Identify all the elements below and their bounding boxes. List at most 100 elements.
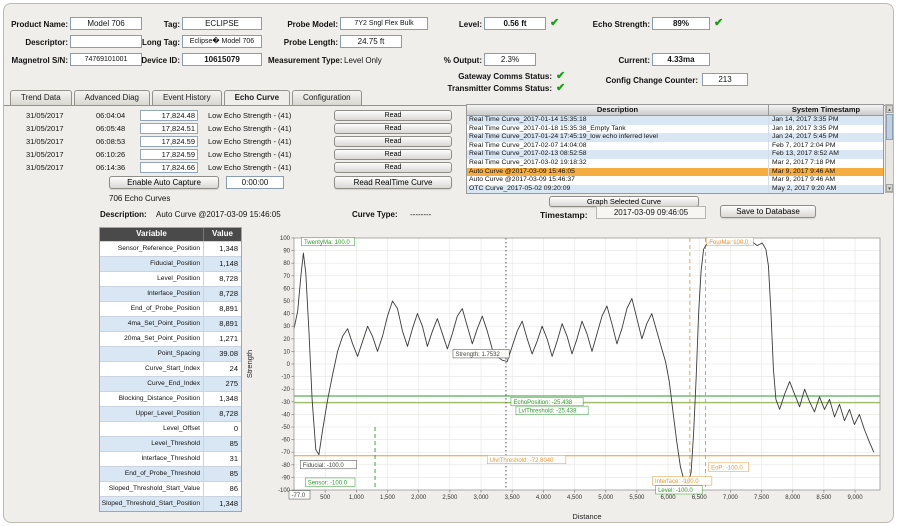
scroll-up-icon[interactable]: ▲ — [886, 105, 893, 113]
svg-text:-90: -90 — [281, 475, 290, 481]
read-button[interactable]: Read — [334, 136, 452, 147]
svg-text:5,500: 5,500 — [629, 495, 645, 501]
svg-text:-20: -20 — [281, 387, 290, 393]
transmitter-comms-ok-icon: ✔ — [556, 82, 565, 95]
read-button[interactable]: Read — [334, 123, 452, 134]
product-name-label: Product Name: — [8, 19, 68, 31]
probe-length-label: Probe Length: — [276, 37, 338, 49]
curve-table-row[interactable]: Real Time Curve_2017-02-07 14:04:08Feb 7… — [467, 142, 883, 151]
curve-timestamp: Feb 7, 2017 2:04 PM — [769, 142, 883, 151]
curve-table-row[interactable]: Real Time Curve_2017-01-24 17:45:19_low … — [467, 133, 883, 142]
capture-date: 31/05/2017 — [26, 150, 64, 159]
capture-time: 06:08:53 — [96, 137, 125, 146]
variable-row: 4ma_Set_Point_Position8,891 — [100, 316, 241, 331]
svg-text:2,500: 2,500 — [442, 495, 458, 501]
variable-value: 1,348 — [204, 392, 241, 406]
svg-text:4,000: 4,000 — [536, 495, 552, 501]
curve-description: OTC Curve_2017-05-02 09:20:09 — [467, 185, 769, 194]
variable-value: 39.08 — [204, 347, 241, 361]
variable-row: 20ma_Set_Point_Position1,271 — [100, 331, 241, 346]
read-realtime-curve-button[interactable]: Read RealTime Curve — [334, 176, 452, 189]
read-button[interactable]: Read — [334, 149, 452, 160]
echo-curves-count-label: 706 Echo Curves — [109, 194, 170, 203]
svg-text:100: 100 — [280, 236, 291, 242]
curve-description: Real Time Curve_2017-01-18 15:35:38_Empt… — [467, 125, 769, 134]
curve-table-col-description[interactable]: Description — [467, 105, 769, 115]
current-field: 4.33ma — [652, 53, 710, 66]
variable-row: Sloped_Threshold_Start_Value86 — [100, 481, 241, 496]
capture-value-field[interactable]: 17,824.59 — [140, 149, 198, 160]
variable-name: Point_Spacing — [100, 347, 204, 361]
tab-event-history[interactable]: Event History — [152, 90, 222, 105]
curve-table-row[interactable]: Auto Curve @2017-03-09 15:46:05Mar 9, 20… — [467, 168, 883, 177]
measurement-type-label: Measurement Type: — [268, 55, 340, 67]
variables-col-variable: Variable — [100, 228, 204, 241]
read-button[interactable]: Read — [334, 162, 452, 173]
curve-table-row[interactable]: Real Time Curve_2017-01-18 15:35:38_Empt… — [467, 125, 883, 134]
capture-value-field[interactable]: 17,824.66 — [140, 162, 198, 173]
variable-value: 85 — [204, 467, 241, 481]
echo-curve-chart[interactable]: 05001,0001,5002,0002,5003,0003,5004,0004… — [242, 224, 894, 523]
svg-text:-70: -70 — [281, 450, 290, 456]
scroll-down-icon[interactable]: ▼ — [886, 184, 893, 192]
variable-name: Upper_Level_Position — [100, 407, 204, 421]
tag-field[interactable]: ECLIPSE — [182, 17, 262, 30]
variables-table-header: Variable Value — [100, 228, 241, 241]
probe-model-field[interactable]: 7Y2 Sngl Flex Bulk — [340, 17, 428, 30]
annotation-fourma: FourMa: 100.0 — [709, 240, 749, 246]
scrollbar-thumb[interactable] — [886, 114, 893, 140]
level-label: Level: — [448, 19, 482, 31]
svg-text:10: 10 — [283, 349, 290, 355]
curve-table-row[interactable]: Auto Curve @2017-03-09 15:46:37Mar 9, 20… — [467, 176, 883, 185]
capture-status: Low Echo Strength - (41) — [208, 163, 291, 172]
curve-table-row[interactable]: OTC Curve_2017-05-02 09:20:09May 2, 2017… — [467, 185, 883, 194]
enable-auto-capture-button[interactable]: Enable Auto Capture — [109, 176, 219, 189]
variable-value: 8,891 — [204, 302, 241, 316]
read-button[interactable]: Read — [334, 110, 452, 121]
tab-configuration[interactable]: Configuration — [292, 90, 362, 105]
capture-value-field[interactable]: 17,824.59 — [140, 136, 198, 147]
curve-table-row[interactable]: Real Time Curve_2017-01-14 15:35:18Jan 1… — [467, 116, 883, 125]
curve-timestamp: Mar 9, 2017 9:46 AM — [769, 168, 883, 177]
probe-length-field[interactable]: 24.75 ft — [340, 35, 402, 48]
curve-table-col-timestamp[interactable]: System Timestamp — [769, 105, 883, 115]
svg-text:7,500: 7,500 — [754, 495, 770, 501]
tab-advanced-diag[interactable]: Advanced Diag — [74, 90, 150, 105]
tab-trend-data[interactable]: Trend Data — [10, 90, 72, 105]
variable-name: Sloped_Threshold_Start_Value — [100, 482, 204, 496]
variable-row: Level_Threshold85 — [100, 436, 241, 451]
description-label: Description: — [100, 209, 152, 221]
svg-text:40: 40 — [283, 312, 290, 318]
svg-text:80: 80 — [283, 261, 290, 267]
annotation-twentyma: TwentyMa: 100.0 — [304, 240, 350, 246]
curve-table-row[interactable]: Real Time Curve_2017-02-13 08:52:58Feb 1… — [467, 150, 883, 159]
capture-time: 06:10:26 — [96, 150, 125, 159]
auto-capture-interval-field[interactable]: 0:00:00 — [226, 176, 284, 189]
device-id-field[interactable]: 10615079 — [182, 53, 262, 66]
long-tag-field[interactable]: Eclipse� Model 706 — [182, 35, 262, 48]
capture-row: 31/05/201706:10:2617,824.59Low Echo Stre… — [12, 149, 467, 162]
svg-text:8,000: 8,000 — [785, 495, 801, 501]
variable-row: Upper_Level_Position8,728 — [100, 406, 241, 421]
variable-row: Point_Spacing39.08 — [100, 346, 241, 361]
tag-label: Tag: — [140, 19, 180, 31]
level-ok-icon: ✔ — [550, 17, 559, 30]
descriptor-field[interactable] — [70, 35, 142, 48]
magnetrol-sn-field[interactable]: 74769101001 — [70, 53, 142, 66]
variable-row: End_of_Probe_Threshold85 — [100, 466, 241, 481]
variables-table-body: Sensor_Reference_Position1,348Fiducial_P… — [100, 241, 241, 511]
curve-table: Description System Timestamp Real Time C… — [466, 104, 884, 194]
curve-table-scrollbar[interactable]: ▲ ▼ — [885, 104, 894, 193]
svg-text:30: 30 — [283, 324, 290, 330]
product-name-field[interactable]: Model 706 — [70, 17, 142, 30]
tab-echo-curve[interactable]: Echo Curve — [224, 90, 290, 105]
svg-text:1,500: 1,500 — [380, 495, 396, 501]
capture-value-field[interactable]: 17,824.48 — [140, 110, 198, 121]
variable-value: 8,728 — [204, 407, 241, 421]
save-to-database-button[interactable]: Save to Database — [720, 205, 816, 218]
svg-text:-30: -30 — [281, 400, 290, 406]
percent-output-label: % Output: — [438, 55, 482, 67]
curve-table-row[interactable]: Real Time Curve_2017-03-02 19:18:32Mar 2… — [467, 159, 883, 168]
annotation-level: Level: -100.0 — [658, 488, 693, 494]
capture-value-field[interactable]: 17,824.51 — [140, 123, 198, 134]
